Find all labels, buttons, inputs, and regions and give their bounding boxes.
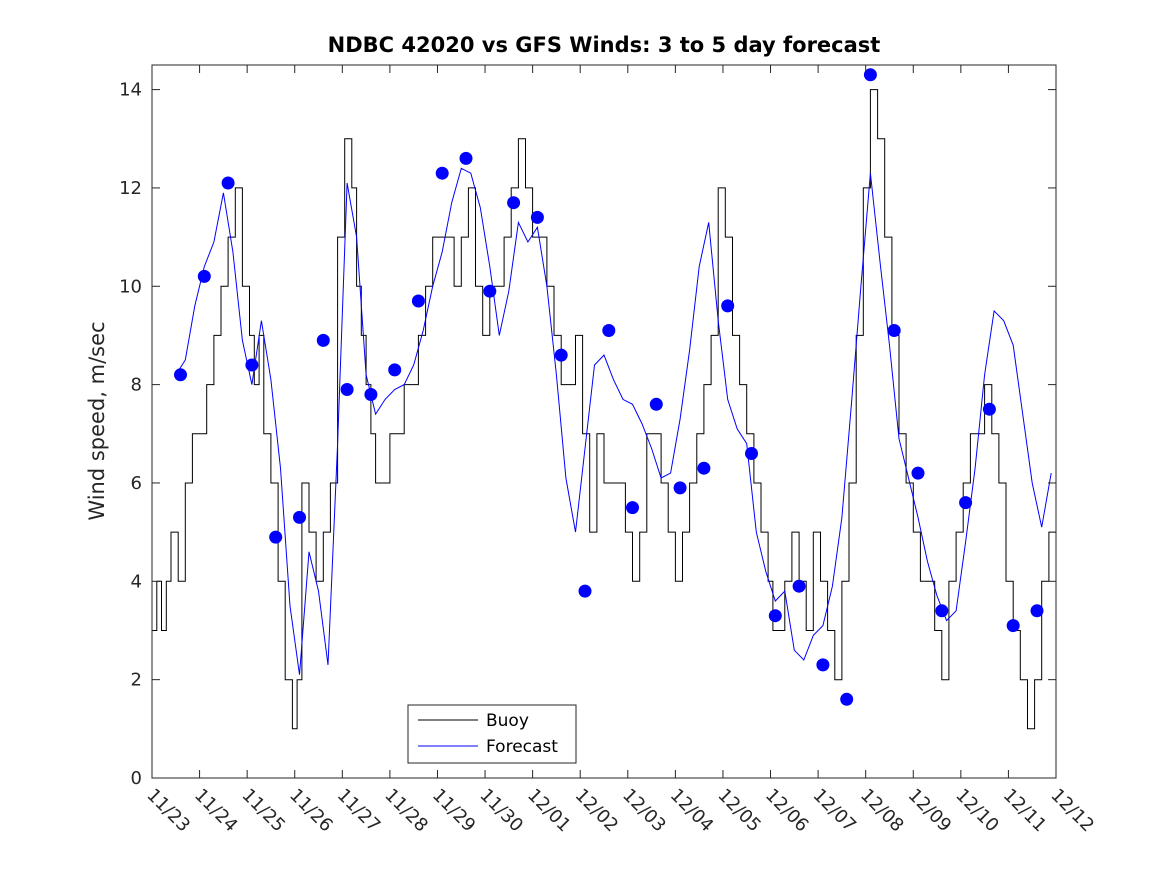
data-point [982, 402, 996, 416]
data-point [959, 496, 973, 510]
data-point [649, 397, 663, 411]
x-tick-label: 11/25 [238, 785, 290, 837]
x-tick-label: 12/06 [761, 785, 813, 837]
data-point [768, 609, 782, 623]
y-tick-label: 14 [119, 80, 142, 101]
legend-label-buoy: Buoy [486, 711, 529, 731]
y-tick-label: 12 [119, 178, 142, 199]
plot-background [152, 65, 1056, 778]
x-tick-label: 12/07 [809, 785, 861, 837]
x-tick-label: 12/02 [571, 785, 623, 837]
data-point [483, 284, 497, 298]
x-tick-label: 11/28 [380, 785, 432, 837]
series-line-buoy [152, 89, 1057, 730]
x-tick-label: 12/10 [951, 785, 1003, 837]
data-point [269, 530, 283, 544]
data-point [245, 358, 259, 372]
data-point [1006, 619, 1020, 633]
data-point [507, 196, 521, 210]
data-point [221, 176, 235, 190]
data-point [816, 658, 830, 672]
data-point [911, 466, 925, 480]
series-layer [152, 89, 1057, 730]
data-point [411, 294, 425, 308]
data-point [935, 604, 949, 618]
x-tick-label: 12/05 [713, 785, 765, 837]
data-point [792, 579, 806, 593]
x-tick-label: 12/01 [523, 785, 575, 837]
x-tick-label: 11/29 [428, 785, 480, 837]
x-tick-label: 12/11 [999, 785, 1051, 837]
data-point [364, 388, 378, 401]
data-point [293, 510, 306, 524]
x-tick-label: 11/24 [190, 785, 242, 837]
y-tick-label: 10 [119, 276, 142, 297]
series-line-forecast [175, 167, 1052, 675]
y-tick-label: 4 [131, 571, 142, 592]
data-point [626, 501, 639, 515]
data-point [197, 269, 211, 283]
x-tick-label: 11/26 [285, 785, 337, 837]
x-tick-label: 12/03 [618, 785, 670, 837]
data-point [887, 324, 901, 337]
data-point [530, 210, 544, 224]
data-point [578, 584, 592, 598]
y-tick-label: 6 [131, 473, 142, 494]
x-tick-label: 12/12 [1046, 785, 1098, 837]
legend: Buoy Forecast [407, 704, 577, 764]
data-point [340, 383, 354, 396]
x-tick-label: 11/30 [476, 785, 528, 837]
data-point [554, 348, 568, 362]
data-point [721, 299, 735, 313]
x-tick-label: 11/27 [333, 785, 385, 837]
data-point [840, 692, 854, 706]
data-point [435, 166, 449, 180]
y-tick-label: 0 [131, 768, 142, 789]
y-tick-label: 8 [131, 375, 142, 396]
legend-box [407, 704, 577, 764]
points-layer [174, 68, 1044, 706]
data-point [388, 363, 402, 377]
x-tick-label: 12/04 [666, 785, 718, 837]
data-point [602, 324, 616, 337]
chart-title: NDBC 42020 vs GFS Winds: 3 to 5 day fore… [328, 33, 881, 57]
data-point [316, 333, 330, 347]
y-axis-label: Wind speed, m/sec [85, 321, 109, 520]
axes-box [151, 64, 1057, 779]
legend-label-forecast: Forecast [486, 737, 558, 757]
data-point [174, 368, 187, 382]
data-point [1030, 604, 1044, 618]
x-tick-label: 11/23 [142, 785, 194, 837]
data-point [459, 151, 473, 165]
x-tick-label: 12/08 [856, 785, 908, 837]
x-tick-label: 12/09 [904, 785, 956, 837]
data-point [863, 68, 877, 82]
y-tick-label: 2 [131, 670, 142, 691]
data-point [745, 447, 758, 460]
data-point [673, 481, 687, 495]
data-point [697, 461, 711, 475]
